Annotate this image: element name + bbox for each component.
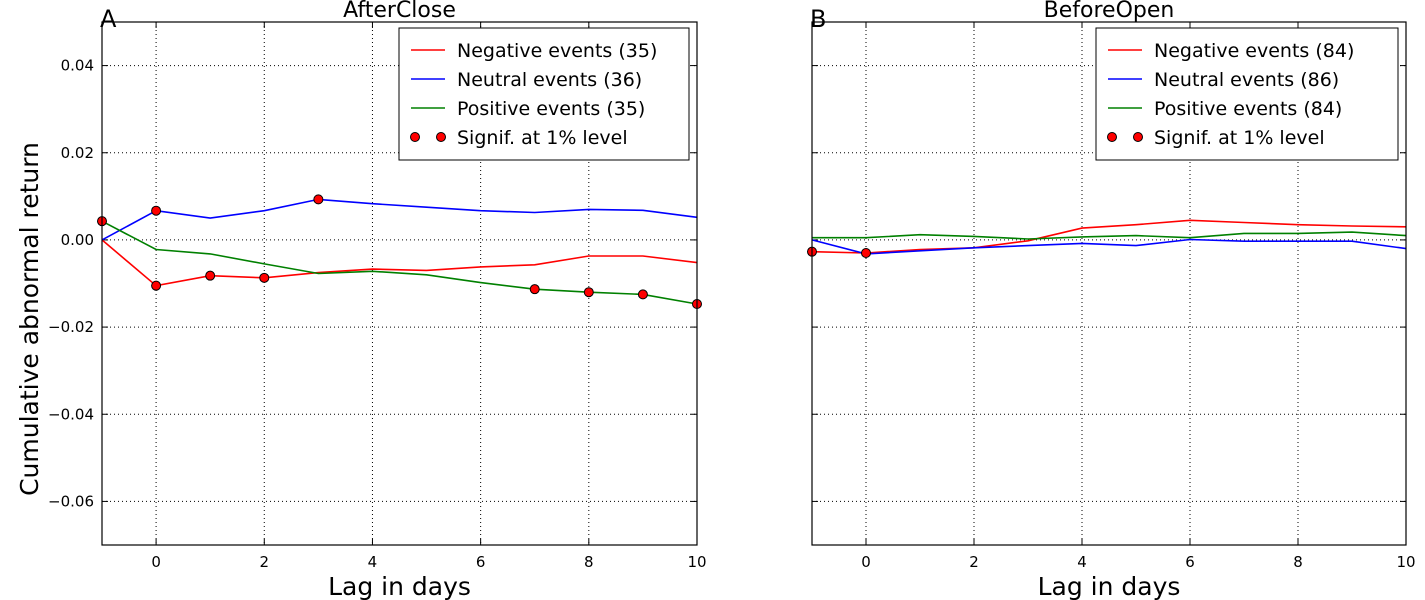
plot-frame bbox=[101, 21, 698, 546]
panel-b-label: B bbox=[810, 5, 826, 33]
signif-point-2 bbox=[151, 280, 162, 291]
legend-signif-marker-a bbox=[410, 132, 420, 142]
legend: Negative events (35) Neutral events (36) P… bbox=[398, 27, 690, 161]
x-tick-label: 0 bbox=[151, 553, 161, 571]
y-tick-label: −0.04 bbox=[48, 405, 94, 423]
signif-point-8 bbox=[637, 289, 648, 300]
x-tick-label: 2 bbox=[259, 553, 269, 571]
series-line-positive bbox=[101, 220, 698, 305]
y-tick-label: 0.04 bbox=[61, 57, 94, 75]
series-line-neutral bbox=[811, 238, 1407, 255]
x-axis-label: Lag in days bbox=[328, 572, 471, 600]
series-line-positive bbox=[812, 231, 1407, 240]
legend-entry: Signif. at 1% level bbox=[457, 127, 628, 149]
legend-entry: Signif. at 1% level bbox=[1154, 127, 1325, 149]
signif-point-6 bbox=[529, 284, 540, 295]
signif-point-4 bbox=[259, 272, 270, 283]
legend-box bbox=[398, 27, 690, 161]
y-tick-label: −0.02 bbox=[48, 318, 94, 336]
series-line-neutral bbox=[101, 198, 698, 241]
x-tick-label: 6 bbox=[476, 553, 486, 571]
x-tick-label: 0 bbox=[861, 553, 871, 571]
signif-point-1 bbox=[151, 205, 162, 216]
series-line-negative bbox=[811, 219, 1407, 254]
panel-a-title: AfterClose bbox=[343, 0, 456, 23]
signif-point-1 bbox=[861, 247, 871, 258]
panel-a-label: A bbox=[100, 5, 117, 33]
y-axis-label: Cumulative abnormal return bbox=[15, 142, 44, 496]
x-tick-label: 2 bbox=[969, 553, 979, 571]
x-tick-label: 6 bbox=[1185, 553, 1195, 571]
panel-b-beforeopen: BeforeOpen B 0 2 4 6 8 10 Lag in days Negative ev… bbox=[807, 0, 1416, 600]
x-axis-label: Lag in days bbox=[1038, 572, 1181, 600]
signif-point-7 bbox=[583, 287, 594, 298]
legend-box bbox=[1095, 27, 1399, 161]
x-tick-label: 4 bbox=[1077, 553, 1087, 571]
x-tick-label: 4 bbox=[368, 553, 378, 571]
plot-frame bbox=[811, 21, 1407, 546]
legend-entry: Positive events (84) bbox=[1154, 98, 1342, 120]
legend: Negative events (84) Neutral events (86) P… bbox=[1095, 27, 1399, 161]
x-tick-label: 10 bbox=[687, 553, 706, 571]
x-tick-label: 10 bbox=[1396, 553, 1415, 571]
x-tick-label: 8 bbox=[584, 553, 594, 571]
x-tick-label: 8 bbox=[1293, 553, 1303, 571]
legend-signif-marker-a bbox=[1107, 132, 1117, 142]
legend-signif-marker-b bbox=[436, 132, 446, 142]
legend-entry: Negative events (84) bbox=[1154, 40, 1354, 62]
panel-b-title: BeforeOpen bbox=[1044, 0, 1175, 23]
legend-entry: Positive events (35) bbox=[457, 98, 645, 120]
legend-signif-marker-b bbox=[1133, 132, 1143, 142]
y-tick-label: 0.00 bbox=[61, 231, 94, 249]
signif-point-3 bbox=[205, 270, 216, 281]
y-tick-label: 0.02 bbox=[61, 144, 94, 162]
legend-entry: Neutral events (86) bbox=[1154, 69, 1339, 91]
legend-entry: Negative events (35) bbox=[457, 40, 657, 62]
legend-entry: Neutral events (36) bbox=[457, 69, 642, 91]
y-tick-label: −0.06 bbox=[48, 492, 94, 510]
panel-a-afterclose: AfterClose A 0 2 4 6 8 10 −0.06 −0.04 −0.02 0.00 0.0… bbox=[48, 0, 707, 600]
series-line-negative bbox=[101, 239, 698, 287]
signif-point-5 bbox=[313, 194, 324, 205]
